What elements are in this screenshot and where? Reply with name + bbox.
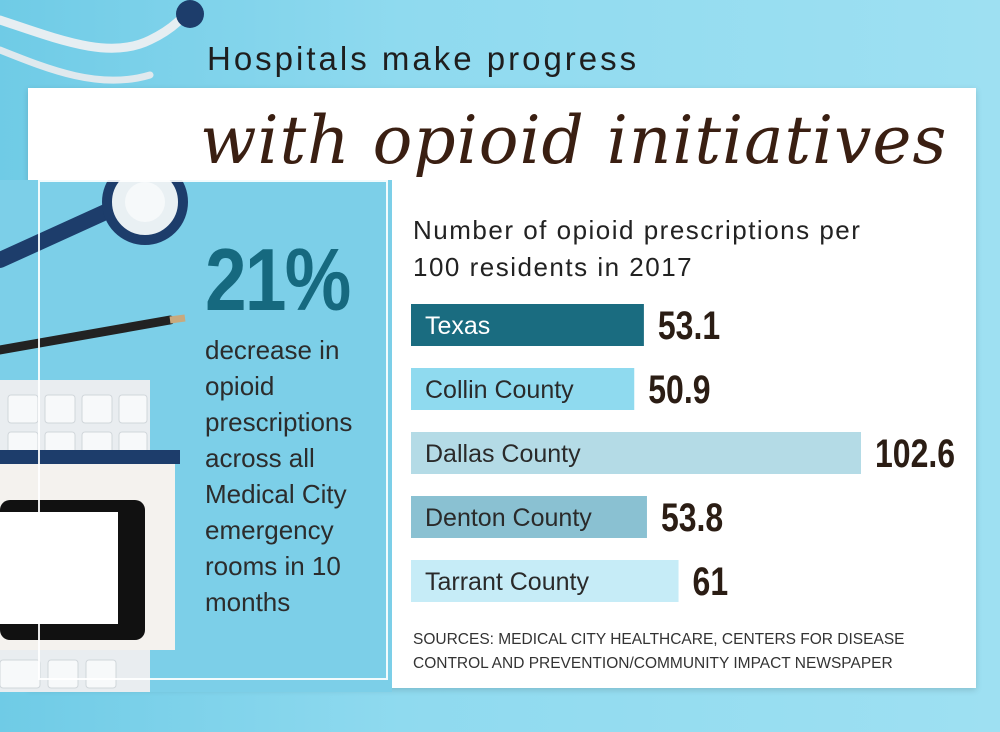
value-label: 50.9 [648,367,710,412]
category-label: Collin County [425,376,574,404]
bar-tarrant-county [411,560,679,602]
sources-note: SOURCES: MEDICAL CITY HEALTHCARE, CENTER… [413,631,905,672]
bar-collin-county [411,368,635,410]
value-label: 53.1 [658,303,720,348]
medical-photo-illustration [0,180,392,692]
headline-script: with opioid initiatives [200,102,948,179]
value-label: 102.6 [875,431,955,476]
category-label: Texas [425,312,490,340]
category-label: Tarrant County [425,568,589,596]
medical-photo [0,180,392,692]
headline: Hospitals make progress [207,40,640,77]
chart-title: Number of opioid prescriptions per 100 r… [413,215,862,282]
stat-description: decrease in opioid prescriptions across … [205,335,353,617]
category-label: Dallas County [425,440,581,468]
bar-dallas-county [411,432,861,474]
bar-texas [411,304,644,346]
photo-frame [38,180,388,680]
value-label: 53.8 [661,495,723,540]
value-label: 61 [693,559,729,604]
category-label: Denton County [425,504,592,532]
stat-block: 21% decrease in opioid prescriptions acr… [205,236,390,620]
bar-denton-county [411,496,647,538]
stat-value: 21% [205,230,351,329]
